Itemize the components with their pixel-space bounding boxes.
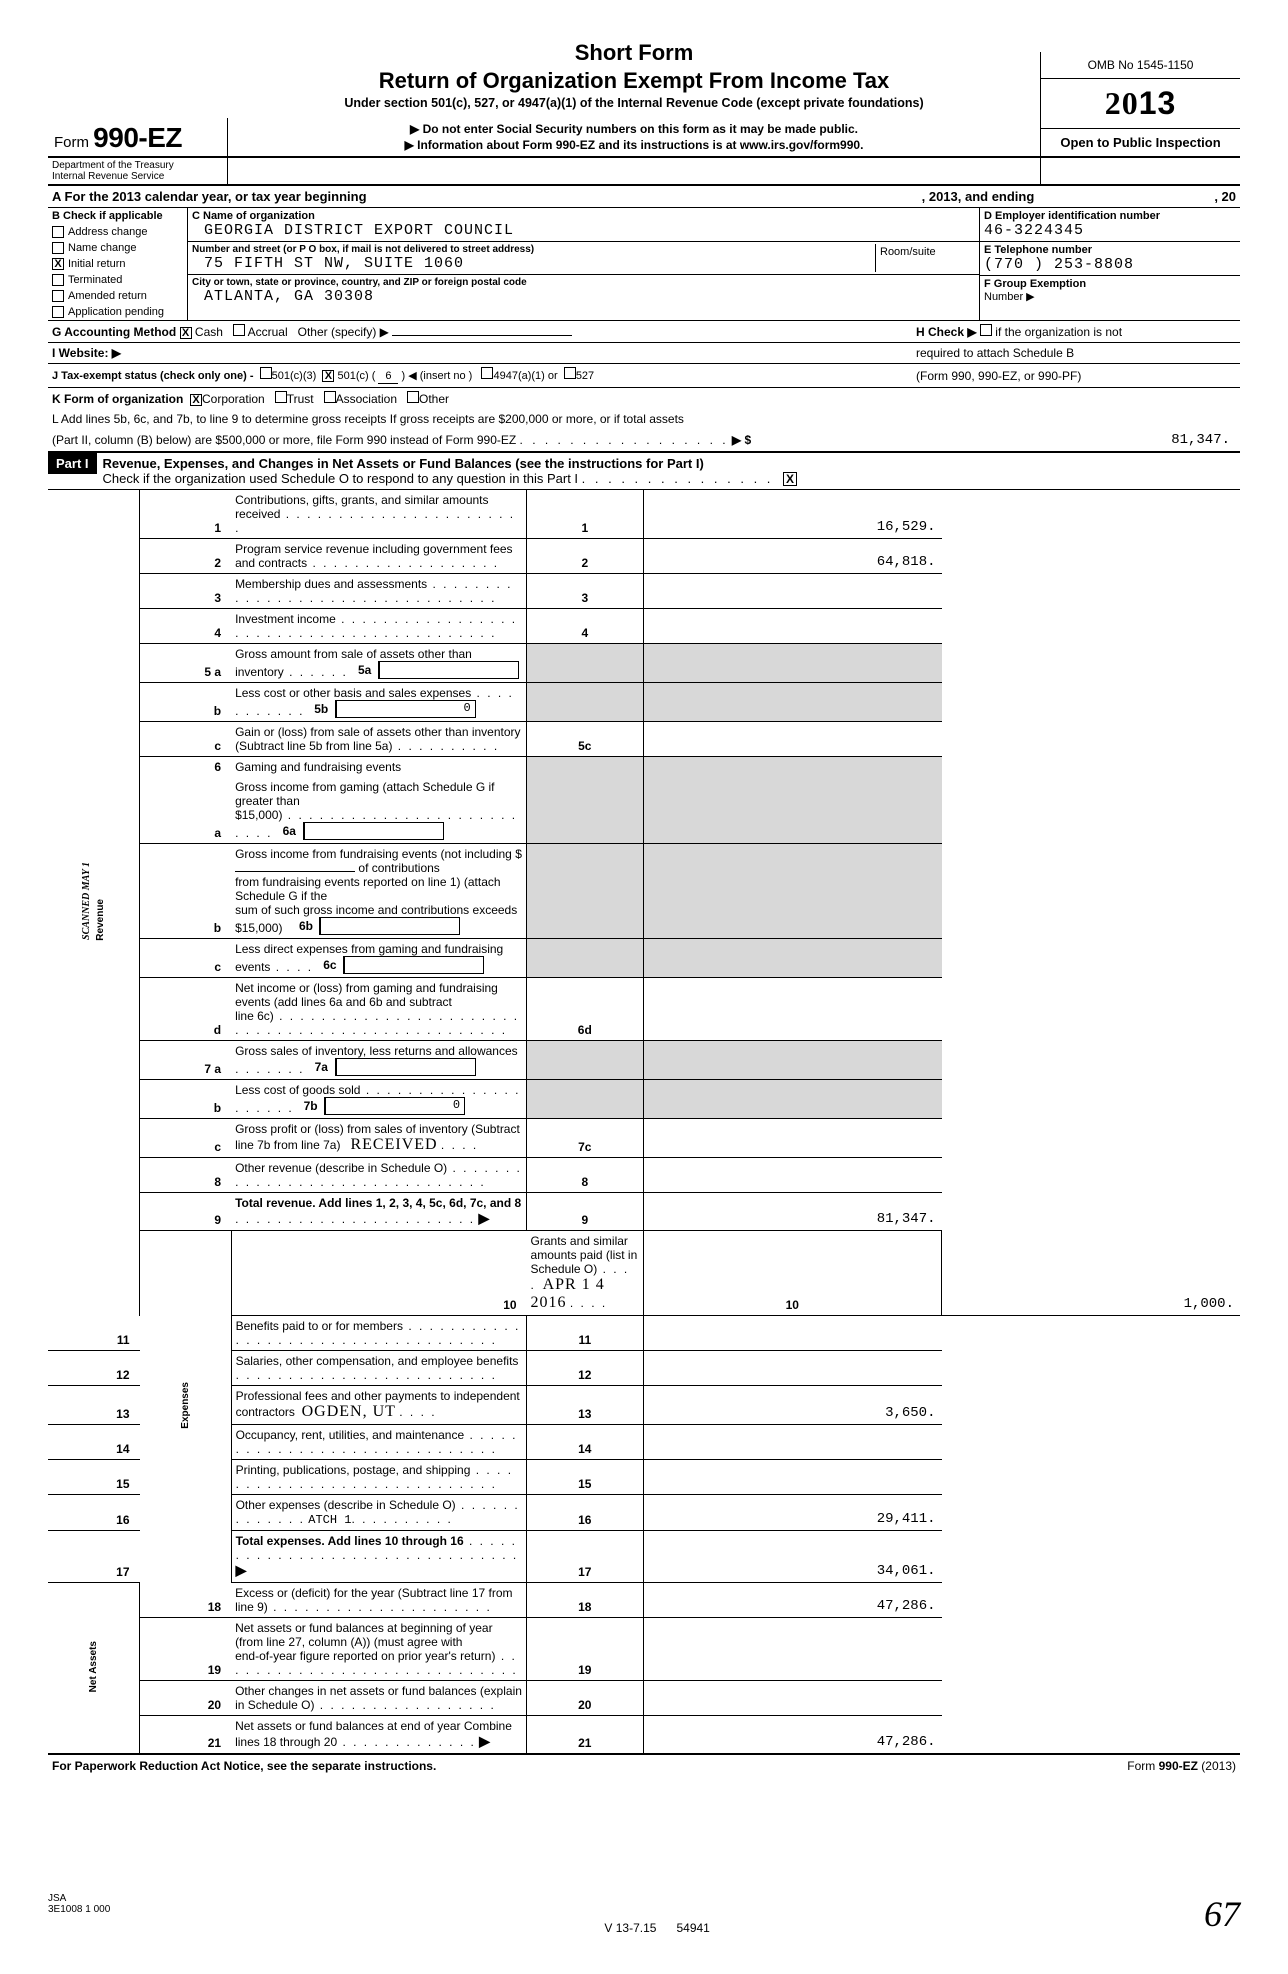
phone-value: (770 ) 253-8808	[984, 256, 1236, 273]
chk-4947[interactable]	[481, 367, 493, 379]
paperwork-notice: For Paperwork Reduction Act Notice, see …	[52, 1759, 436, 1773]
amt-9: 81,347.	[643, 1193, 941, 1231]
chk-schedule-o[interactable]: X	[783, 472, 797, 486]
part1-sub: Check if the organization used Schedule …	[103, 471, 579, 486]
col-b: B Check if applicable Address change Nam…	[48, 208, 188, 320]
dept-treasury: Department of the Treasury Internal Reve…	[48, 158, 228, 184]
chk-address[interactable]	[52, 226, 64, 238]
org-name: GEORGIA DISTRICT EXPORT COUNCIL	[192, 222, 975, 239]
city-value: ATLANTA, GA 30308	[192, 288, 975, 305]
name-label: C Name of organization	[192, 210, 975, 222]
chk-corp[interactable]: X	[190, 394, 202, 406]
sidelabel-netassets: Net Assets	[48, 1583, 140, 1755]
bottom-marks: JSA 3E1008 1 000 V 13-7.15 54941 67	[48, 1773, 1240, 1935]
roomsuite-label: Room/suite	[875, 244, 975, 272]
line-i: I Website: ▶ required to attach Schedule…	[48, 343, 1240, 364]
line-a-mid: , 2013, and ending	[922, 189, 1035, 204]
chk-assoc[interactable]	[324, 391, 336, 403]
short-title: Short Form	[236, 40, 1032, 66]
omb-box: OMB No 1545-1150 2013 Open to Public Ins…	[1040, 52, 1240, 156]
line-a-prefix: A For the 2013 calendar year, or tax yea…	[52, 189, 367, 204]
line-j: J Tax-exempt status (check only one) - 5…	[48, 364, 1240, 388]
group-label: F Group Exemption	[984, 278, 1236, 290]
line-l1: L Add lines 5b, 6c, and 7b, to line 9 to…	[48, 409, 1240, 429]
lines-table: SCANNED MAY 1 Revenue 1 Contributions, g…	[48, 490, 1240, 1755]
col-b-header: B Check if applicable	[48, 208, 187, 224]
form-number: 990-EZ	[93, 122, 182, 153]
city-label: City or town, state or province, country…	[192, 277, 975, 288]
header-grid: B Check if applicable Address change Nam…	[48, 208, 1240, 321]
amt-17: 34,061.	[643, 1531, 941, 1583]
ein-value: 46-3224345	[984, 222, 1236, 239]
chk-501c3[interactable]	[260, 367, 272, 379]
form-header: Form 990-EZ Short Form Return of Organiz…	[48, 40, 1240, 158]
line-l2: (Part II, column (B) below) are $500,000…	[48, 429, 1240, 453]
form-prefix: Form	[54, 134, 89, 151]
chk-pending[interactable]	[52, 306, 64, 318]
street-label: Number and street (or P O box, if mail i…	[192, 244, 875, 255]
main-title: Return of Organization Exempt From Incom…	[236, 68, 1032, 94]
form-number-box: Form 990-EZ	[48, 118, 228, 156]
chk-527[interactable]	[564, 367, 576, 379]
part1-title: Revenue, Expenses, and Changes in Net As…	[103, 456, 704, 471]
chk-h[interactable]	[980, 324, 992, 336]
amt-2: 64,818.	[643, 539, 941, 574]
chk-cash[interactable]: X	[180, 327, 192, 339]
ein-label: D Employer identification number	[984, 210, 1236, 222]
phone-label: E Telephone number	[984, 244, 1236, 256]
amt-1: 16,529.	[643, 490, 941, 539]
chk-amended[interactable]	[52, 290, 64, 302]
chk-501c[interactable]: X	[322, 370, 334, 382]
stamp-ogden: OGDEN, UT	[302, 1403, 396, 1420]
sidelabel-revenue: SCANNED MAY 1 Revenue	[48, 490, 140, 1316]
note-ssn: ▶ Do not enter Social Security numbers o…	[236, 122, 1032, 136]
sidelabel-expenses: Expenses	[140, 1231, 232, 1583]
chk-terminated[interactable]	[52, 274, 64, 286]
amt-16: 29,411.	[643, 1495, 941, 1531]
chk-name[interactable]	[52, 242, 64, 254]
gross-receipts: 81,347.	[1086, 432, 1236, 448]
title-box: Short Form Return of Organization Exempt…	[228, 40, 1040, 156]
note-info: ▶ Information about Form 990-EZ and its …	[236, 138, 1032, 152]
col-d: D Employer identification number 46-3224…	[980, 208, 1240, 320]
chk-accrual[interactable]	[233, 324, 245, 336]
omb-number: OMB No 1545-1150	[1041, 52, 1240, 79]
dept-row: Department of the Treasury Internal Reve…	[48, 158, 1240, 184]
initials: 67	[1204, 1893, 1240, 1935]
line-a-end: , 20	[1214, 189, 1236, 204]
chk-other-org[interactable]	[407, 391, 419, 403]
stamp-received: RECEIVED	[350, 1136, 437, 1153]
line-g: G Accounting Method X Cash Accrual Other…	[48, 321, 1240, 343]
amt-13: 3,650.	[643, 1386, 941, 1425]
amt-10: 1,000.	[942, 1231, 1241, 1316]
part1-label: Part I	[48, 453, 97, 474]
form-id-footer: Form 990-EZ (2013)	[1127, 1759, 1236, 1773]
subtitle: Under section 501(c), 527, or 4947(a)(1)…	[236, 96, 1032, 110]
chk-trust[interactable]	[275, 391, 287, 403]
col-c: C Name of organization GEORGIA DISTRICT …	[188, 208, 980, 320]
line-a: A For the 2013 calendar year, or tax yea…	[48, 184, 1240, 208]
line-k: K Form of organization XCorporation Trus…	[48, 388, 1240, 409]
tax-year: 2013	[1041, 79, 1240, 129]
amt-18: 47,286.	[643, 1583, 941, 1618]
street-value: 75 FIFTH ST NW, SUITE 1060	[192, 255, 875, 272]
part1-header: Part I Revenue, Expenses, and Changes in…	[48, 453, 1240, 490]
footer: For Paperwork Reduction Act Notice, see …	[48, 1755, 1240, 1773]
chk-initial[interactable]: X	[52, 258, 64, 270]
open-to-public: Open to Public Inspection	[1041, 129, 1240, 156]
amt-21: 47,286.	[643, 1716, 941, 1755]
group-sub: Number ▶	[984, 290, 1236, 303]
